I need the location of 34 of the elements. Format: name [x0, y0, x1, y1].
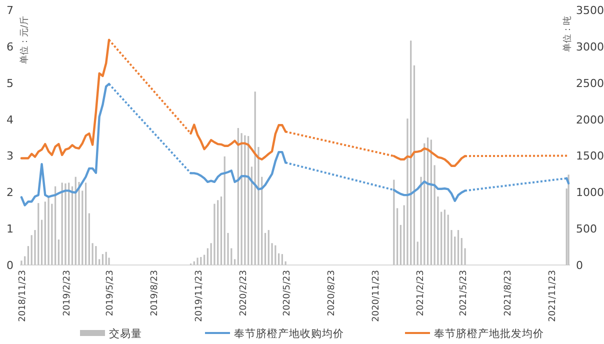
x-tick-label: 2019/5/23 — [106, 270, 116, 316]
y-tick-label: 0 — [6, 259, 14, 272]
x-tick-label: 2020/11/23 — [372, 270, 382, 322]
y-tick-label: 4 — [6, 113, 14, 126]
x-tick-label: 2020/2/23 — [239, 270, 250, 316]
y2-tick-label: 2000 — [576, 113, 604, 126]
x-tick-label: 2021/11/23 — [548, 270, 558, 322]
y-tick-label: 2 — [6, 186, 14, 200]
y-axis-title: 单位：元/斤 — [19, 16, 30, 64]
y2-tick-label: 1000 — [576, 186, 604, 200]
y2-tick-label: 3500 — [576, 4, 604, 17]
x-tick-label: 2019/2/23 — [62, 270, 72, 316]
y2-tick-label: 1500 — [576, 150, 604, 163]
x-tick-label: 2021/8/23 — [504, 270, 514, 316]
y2-axis-title: 单位：吨 — [562, 16, 573, 52]
legend-label: 交易量 — [109, 327, 142, 340]
y-tick-label: 5 — [6, 76, 14, 90]
y2-tick-label: 2500 — [576, 76, 604, 90]
x-tick-label: 2020/8/23 — [327, 270, 338, 316]
x-tick-label: 2019/11/23 — [194, 270, 205, 322]
legend-label: 奉节脐橙产地收购均价 — [234, 327, 344, 340]
y2-tick-label: 500 — [576, 222, 597, 236]
y-tick-label: 3 — [6, 150, 14, 163]
x-tick-label: 2021/5/23 — [459, 270, 470, 316]
y-tick-label: 1 — [6, 222, 14, 236]
y-tick-label: 6 — [6, 40, 14, 54]
y2-tick-label: 3000 — [576, 40, 604, 54]
y-tick-label: 7 — [6, 4, 14, 17]
y2-tick-label: 0 — [576, 259, 583, 272]
x-tick-label: 2021/2/23 — [416, 270, 426, 316]
x-tick-label: 2018/11/23 — [18, 270, 28, 322]
x-tick-label: 2019/8/23 — [150, 270, 160, 316]
x-tick-label: 2020/5/23 — [282, 270, 293, 316]
legend-label: 奉节脐橙产地批发均价 — [434, 327, 544, 340]
